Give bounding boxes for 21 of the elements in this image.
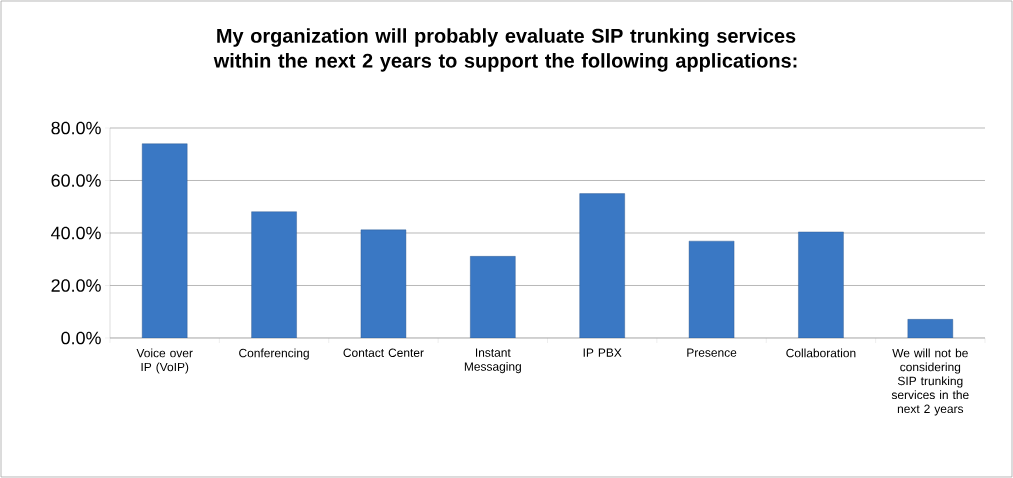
y-tick-label: 0.0% [61,331,101,345]
x-tick-label: Voice over IP (VoIP) [136,348,193,374]
y-tick-label: 80.0% [51,121,101,135]
bar [798,231,844,338]
y-tick-label: 60.0% [51,174,101,187]
x-tick-label: Contact Center [343,348,424,357]
y-tick-label: 20.0% [51,279,101,292]
x-tick-label: Conferencing [239,348,309,360]
bar [142,143,188,338]
y-tick-label: 40.0% [51,226,101,240]
x-tick-label: Presence [687,348,737,357]
bar [251,211,297,338]
bar [579,193,625,338]
bar [470,256,516,338]
x-tick-label: IP PBX [583,348,622,357]
x-tick-label: Collaboration [786,348,856,358]
bar [688,240,735,338]
bar [360,229,407,338]
chart-title: My organization will probably evaluate SIP trunking services within the next 2 years to support the following applications: [213,28,797,72]
x-tick-label: We will not be considering SIP trunking services in the next 2 years [891,348,969,416]
x-tick-label: Instant Messaging [464,348,521,374]
